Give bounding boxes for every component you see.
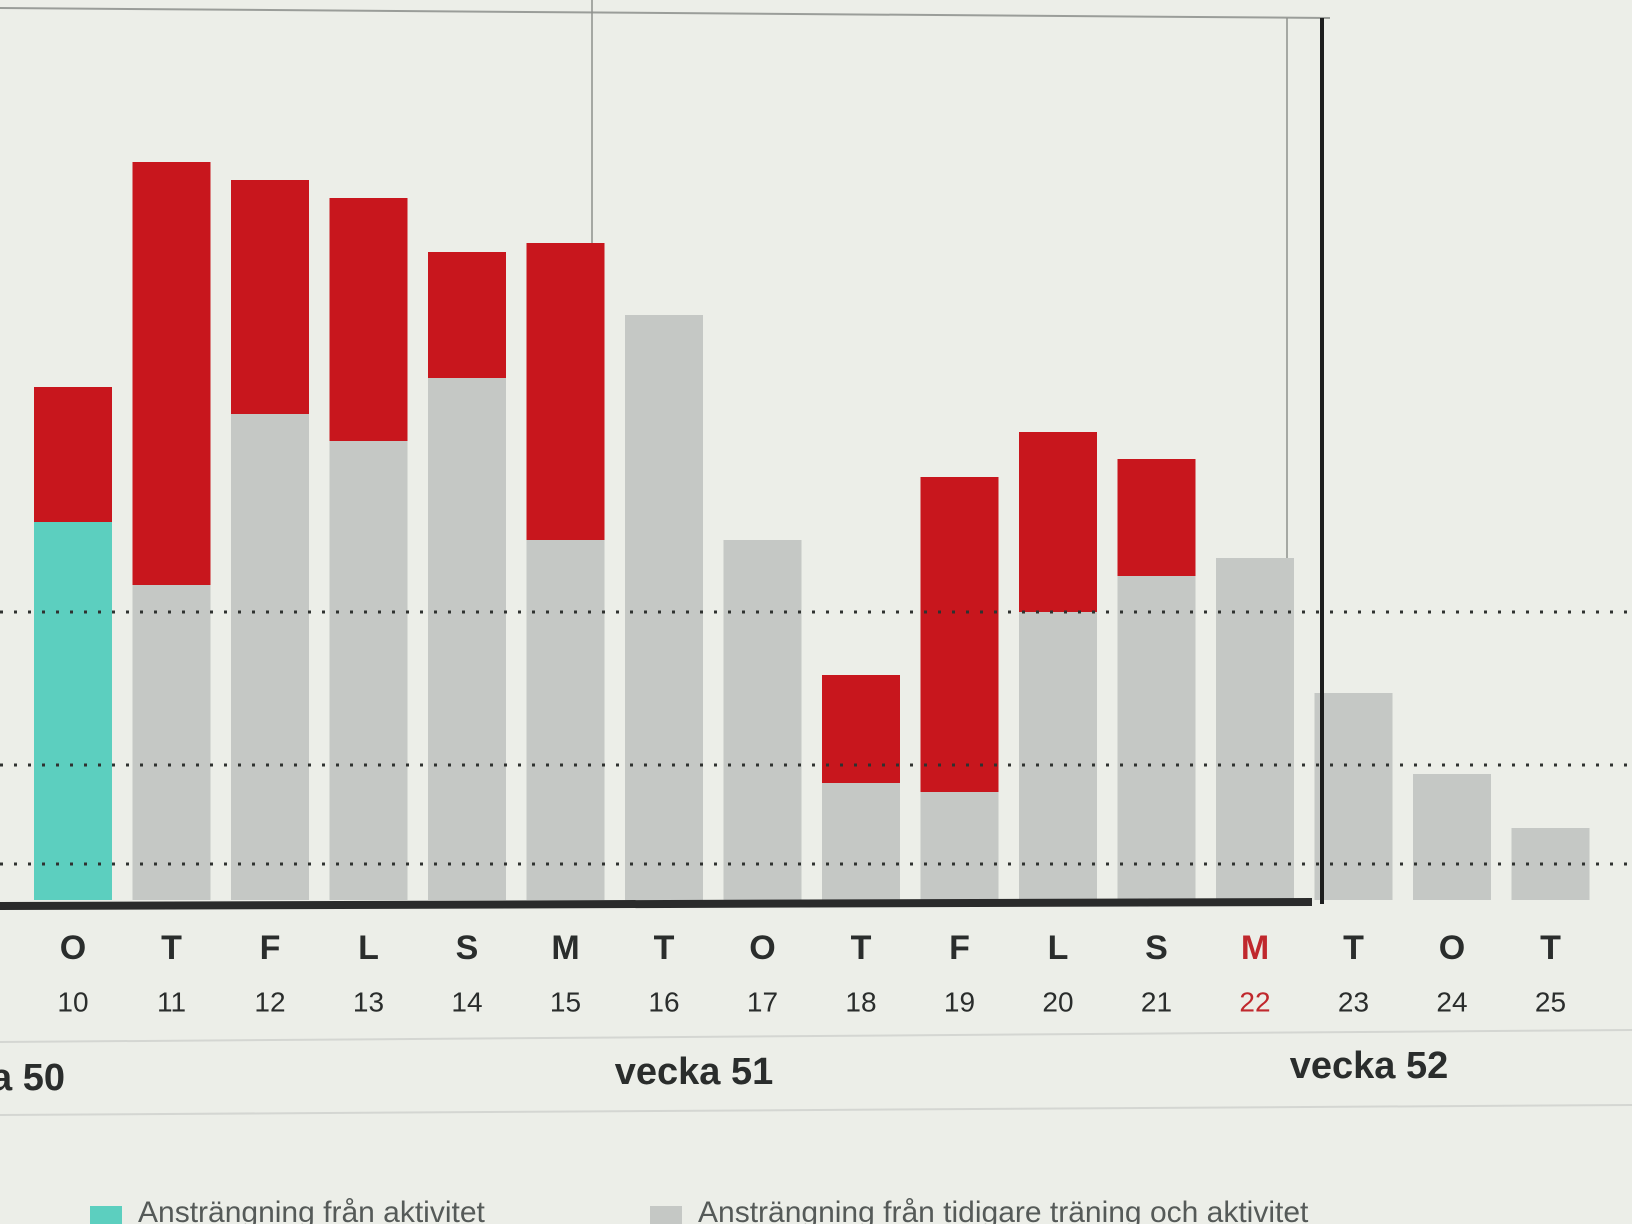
week-label: vecka 52 xyxy=(1290,1045,1449,1087)
bar-segment xyxy=(920,477,999,792)
bar-segment xyxy=(822,675,900,783)
day-number: 11 xyxy=(157,986,186,1017)
separator xyxy=(0,1104,1632,1116)
bar-segment xyxy=(329,441,408,900)
bar-segment xyxy=(723,540,802,900)
bar-segment xyxy=(1117,459,1196,576)
day-letter: M xyxy=(551,929,579,967)
day-number: 21 xyxy=(1141,986,1172,1017)
separator xyxy=(0,1029,1632,1043)
day-letter: T xyxy=(1540,929,1561,967)
bar-segment xyxy=(34,522,112,900)
day-letter: S xyxy=(456,929,479,967)
day-letter: T xyxy=(1343,929,1364,967)
bar-segment xyxy=(132,585,211,900)
day-letter: O xyxy=(60,929,86,967)
day-letter: L xyxy=(358,929,379,967)
legend-swatch xyxy=(650,1206,682,1224)
bar-segment xyxy=(1314,693,1393,900)
day-number: 18 xyxy=(845,986,876,1017)
bar-segment xyxy=(1117,576,1196,900)
day-letter: O xyxy=(1439,929,1465,967)
day-letter: T xyxy=(851,929,872,967)
day-number: 13 xyxy=(353,986,384,1017)
frame-top xyxy=(0,7,1331,19)
day-number: 23 xyxy=(1338,986,1369,1017)
day-number: 22 xyxy=(1239,986,1270,1017)
bar-segment xyxy=(1019,432,1097,612)
day-number: 19 xyxy=(944,986,975,1017)
week-label: vecka 51 xyxy=(615,1051,774,1093)
day-letter: T xyxy=(654,929,675,967)
bar-segment xyxy=(526,540,605,900)
bar-segment xyxy=(920,792,999,900)
bar-segment xyxy=(428,252,506,378)
day-number: 10 xyxy=(57,986,88,1017)
legend-label: Ansträngning från tidigare träning och a… xyxy=(698,1196,1309,1224)
bar-segment xyxy=(1216,558,1294,900)
day-number: 15 xyxy=(550,986,581,1017)
day-number: 14 xyxy=(451,986,482,1017)
bar-segment xyxy=(329,198,408,441)
bar-segment xyxy=(625,315,703,900)
day-number: 24 xyxy=(1436,986,1467,1017)
day-letter: T xyxy=(161,929,182,967)
day-number: 16 xyxy=(648,986,679,1017)
week-label: vecka 50 xyxy=(0,1057,65,1099)
baseline xyxy=(0,898,1313,910)
day-letter: L xyxy=(1048,929,1069,967)
day-number: 12 xyxy=(254,986,285,1017)
bar-segment xyxy=(526,243,605,540)
legend-swatch xyxy=(90,1206,122,1224)
bar-segment xyxy=(231,180,309,414)
day-letter: M xyxy=(1241,929,1269,967)
bar-segment xyxy=(822,783,900,900)
day-letter: O xyxy=(749,929,775,967)
bar-segment xyxy=(1413,774,1491,900)
bar-segment xyxy=(231,414,309,900)
day-letter: S xyxy=(1145,929,1168,967)
bar-segment xyxy=(428,378,506,900)
legend-label: Ansträngning från aktivitet xyxy=(138,1196,486,1224)
day-number: 25 xyxy=(1535,986,1566,1017)
bar-segment xyxy=(1019,612,1097,900)
day-number: 20 xyxy=(1042,986,1073,1017)
day-letter: F xyxy=(260,929,281,967)
bar-segment xyxy=(34,387,112,522)
bar-segment xyxy=(1511,828,1590,900)
day-letter: F xyxy=(949,929,970,967)
bar-segment xyxy=(132,162,211,585)
day-number: 17 xyxy=(747,986,778,1017)
